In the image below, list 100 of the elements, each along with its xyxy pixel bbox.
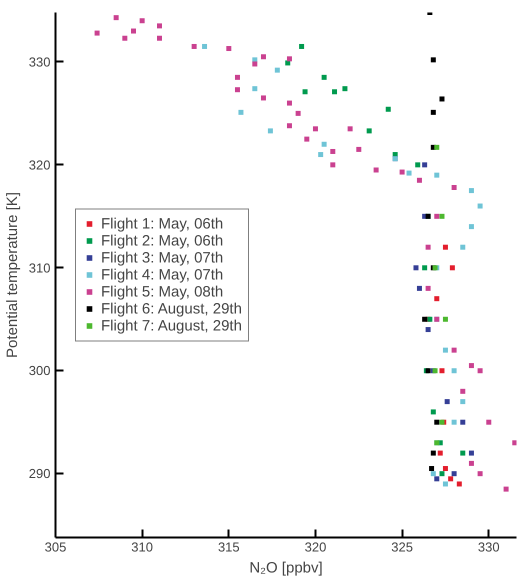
point (422, 162, 428, 168)
legend-label: Flight 1: May, 06th (101, 215, 224, 232)
point (234, 87, 240, 92)
y-tick-label: 310 (28, 260, 51, 276)
point (156, 36, 162, 41)
point (286, 100, 292, 106)
point (312, 126, 318, 132)
point (460, 244, 466, 250)
point (416, 286, 422, 291)
point (238, 110, 244, 115)
point (156, 23, 162, 28)
point (468, 224, 474, 230)
point (452, 471, 457, 476)
point (434, 172, 440, 178)
point (450, 265, 455, 270)
point (400, 170, 405, 175)
point (430, 57, 436, 62)
point (429, 466, 434, 472)
point (434, 296, 440, 302)
point (430, 110, 436, 115)
point (332, 89, 338, 94)
point (438, 450, 443, 456)
point (448, 476, 454, 482)
point (422, 316, 428, 322)
point (286, 123, 292, 128)
point (439, 471, 444, 476)
point (299, 44, 304, 49)
point (434, 476, 440, 482)
point (439, 214, 444, 219)
point (430, 409, 436, 414)
point (140, 18, 145, 24)
point (452, 185, 457, 190)
x-tick-label: 325 (391, 540, 413, 554)
point (430, 471, 436, 476)
point (94, 30, 100, 36)
point (442, 348, 448, 353)
x-tick-label: 320 (304, 540, 326, 554)
legend-label: Flight 7: August, 29th (101, 317, 242, 334)
point (460, 399, 466, 404)
x-tick-label: 310 (131, 540, 154, 554)
x-tick-label: 315 (218, 540, 240, 554)
point (192, 44, 197, 49)
point (439, 96, 444, 102)
point (296, 110, 301, 116)
point (386, 106, 391, 112)
point (226, 46, 232, 52)
point (468, 450, 474, 456)
point (504, 486, 509, 492)
point (342, 86, 348, 92)
point (434, 420, 440, 425)
legend-label: Flight 3: May, 07th (101, 249, 224, 266)
point (416, 178, 422, 183)
point (460, 450, 466, 456)
x-tick-label: 305 (44, 540, 66, 554)
y-tick-label: 300 (28, 363, 51, 378)
point (302, 89, 308, 94)
point (426, 327, 431, 332)
legend-label: Flight 5: May, 08th (101, 283, 224, 300)
point (415, 162, 420, 168)
point (202, 44, 208, 49)
point (486, 420, 492, 425)
point (366, 128, 372, 134)
point (442, 481, 448, 486)
point (274, 68, 280, 73)
y-tick-label: 320 (28, 157, 51, 172)
y-tick-label: 330 (28, 54, 51, 70)
point (252, 61, 258, 66)
point (422, 265, 428, 270)
x-axis-title: N₂O [ppbv] (249, 560, 323, 576)
point (322, 74, 327, 80)
point (330, 148, 336, 154)
point (413, 265, 418, 270)
point (468, 460, 474, 466)
point (460, 388, 466, 394)
point (260, 54, 266, 60)
legend-label: Flight 4: May, 07th (101, 266, 224, 283)
point (114, 15, 119, 20)
point (406, 170, 412, 176)
point (130, 28, 136, 34)
point (468, 188, 474, 194)
point (122, 36, 128, 41)
point (478, 368, 483, 374)
y-tick-label: 290 (28, 466, 51, 482)
point (426, 244, 431, 250)
point (442, 244, 448, 250)
point (452, 420, 457, 425)
point (252, 86, 258, 92)
point (304, 136, 310, 142)
point (356, 146, 362, 152)
point (456, 481, 462, 486)
point (478, 471, 483, 476)
point (444, 399, 450, 404)
point (260, 95, 266, 100)
point (512, 440, 516, 446)
point (442, 316, 448, 322)
legend-label: Flight 2: May, 06th (101, 232, 224, 249)
x-tick-label: 330 (478, 540, 500, 554)
point (434, 214, 440, 219)
point (468, 363, 474, 368)
point (322, 142, 327, 147)
